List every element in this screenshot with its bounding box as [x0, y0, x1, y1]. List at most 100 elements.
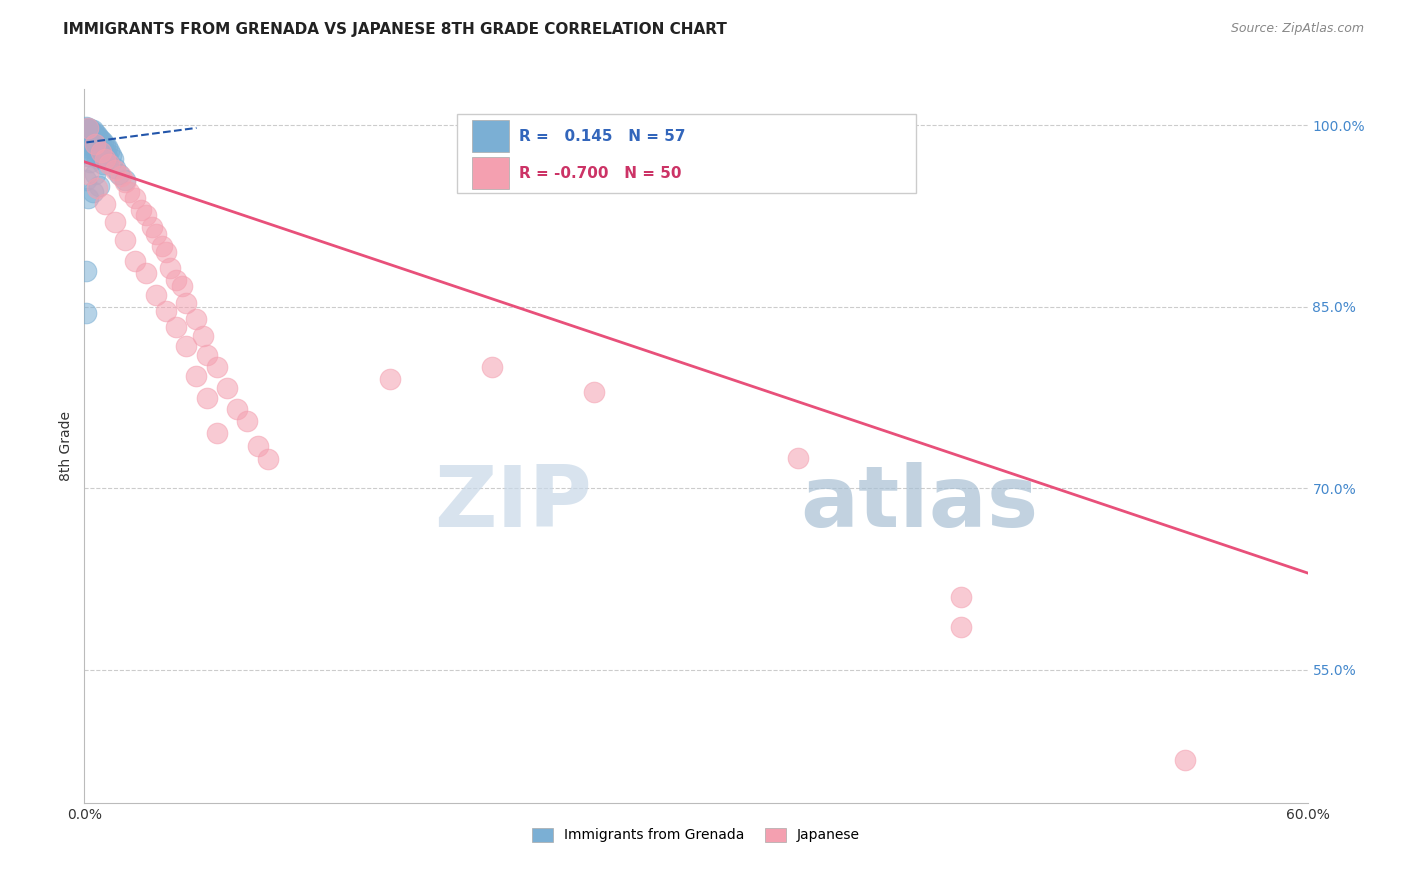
- Point: [110, 169, 132, 184]
- Point: [97, 157, 120, 171]
- Point: [83, 143, 105, 157]
- Point: [135, 208, 157, 222]
- Point: [1174, 754, 1197, 768]
- Point: [87, 146, 110, 161]
- Point: [82, 127, 104, 141]
- Point: [97, 144, 120, 158]
- Point: [82, 185, 104, 199]
- Text: Source: ZipAtlas.com: Source: ZipAtlas.com: [1230, 22, 1364, 36]
- Point: [75, 173, 97, 187]
- Point: [86, 134, 108, 148]
- Point: [155, 303, 177, 318]
- Point: [186, 368, 208, 383]
- Point: [77, 149, 100, 163]
- Point: [195, 348, 218, 362]
- Point: [86, 181, 108, 195]
- Point: [96, 150, 118, 164]
- Point: [93, 153, 115, 167]
- Point: [141, 220, 163, 235]
- Point: [118, 185, 141, 199]
- Point: [108, 167, 131, 181]
- Point: [950, 620, 973, 634]
- Point: [114, 233, 136, 247]
- Bar: [472, 120, 509, 152]
- Point: [79, 124, 101, 138]
- Point: [91, 143, 114, 157]
- Point: [77, 120, 100, 135]
- Point: [79, 132, 101, 146]
- Point: [83, 167, 105, 181]
- Point: [77, 191, 100, 205]
- Point: [79, 154, 101, 169]
- Point: [124, 254, 146, 268]
- Point: [104, 161, 127, 175]
- Point: [191, 329, 214, 343]
- Point: [787, 451, 810, 466]
- Point: [131, 203, 153, 218]
- Point: [124, 191, 146, 205]
- Point: [82, 123, 104, 137]
- Point: [83, 126, 105, 140]
- Point: [950, 590, 973, 604]
- Point: [165, 273, 187, 287]
- Point: [90, 133, 112, 147]
- Point: [90, 145, 112, 160]
- Point: [583, 384, 606, 399]
- Point: [90, 139, 112, 153]
- Point: [86, 139, 108, 153]
- Point: [96, 140, 118, 154]
- Point: [172, 279, 194, 293]
- Point: [87, 136, 110, 151]
- Point: [246, 439, 269, 453]
- Point: [159, 261, 181, 276]
- Text: ZIP: ZIP: [434, 461, 592, 545]
- Point: [135, 266, 157, 280]
- Point: [104, 215, 127, 229]
- Point: [104, 163, 127, 178]
- Point: [82, 136, 104, 151]
- Point: [83, 134, 105, 148]
- Point: [257, 452, 280, 467]
- Point: [114, 173, 136, 187]
- Point: [75, 124, 97, 138]
- Point: [82, 145, 104, 160]
- Text: atlas: atlas: [800, 461, 1038, 545]
- Point: [150, 239, 173, 253]
- Point: [174, 296, 197, 310]
- Point: [145, 227, 167, 242]
- Point: [91, 157, 114, 171]
- Point: [77, 120, 100, 135]
- Point: [79, 141, 101, 155]
- Point: [145, 288, 167, 302]
- Point: [91, 136, 114, 150]
- Point: [100, 147, 122, 161]
- Y-axis label: 8th Grade: 8th Grade: [59, 411, 73, 481]
- Point: [236, 414, 259, 428]
- Point: [75, 120, 97, 134]
- Point: [79, 122, 101, 136]
- Text: IMMIGRANTS FROM GRENADA VS JAPANESE 8TH GRADE CORRELATION CHART: IMMIGRANTS FROM GRENADA VS JAPANESE 8TH …: [63, 22, 727, 37]
- Point: [205, 360, 228, 375]
- Bar: [472, 157, 509, 189]
- Point: [77, 129, 100, 144]
- Bar: [457, 114, 917, 193]
- Point: [195, 391, 218, 405]
- Point: [481, 360, 503, 375]
- Point: [83, 136, 105, 151]
- Point: [101, 153, 124, 167]
- Point: [79, 128, 101, 143]
- Point: [114, 175, 136, 189]
- Point: [174, 338, 197, 352]
- Point: [217, 381, 239, 395]
- Point: [77, 126, 100, 140]
- Point: [77, 123, 100, 137]
- Point: [87, 130, 110, 145]
- Point: [186, 312, 208, 326]
- Text: R = -0.700   N = 50: R = -0.700 N = 50: [519, 166, 681, 180]
- Point: [226, 401, 249, 416]
- Point: [155, 245, 177, 260]
- Point: [75, 127, 97, 141]
- Point: [77, 137, 100, 152]
- Point: [87, 178, 110, 193]
- Text: R =   0.145   N = 57: R = 0.145 N = 57: [519, 128, 685, 144]
